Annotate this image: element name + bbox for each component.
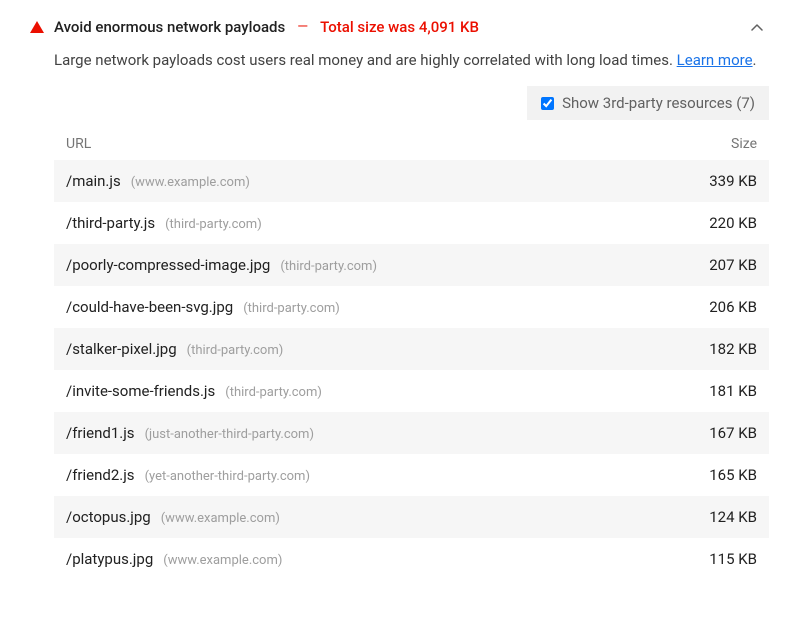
resource-table: URL Size /main.js (www.example.com) 339 KB… (54, 130, 769, 580)
url-domain: (third-party.com) (280, 259, 377, 274)
table-row: /friend1.js (just-another-third-party.com… (54, 412, 769, 454)
table-row: /invite-some-friends.js (third-party.com)… (54, 370, 769, 412)
url-domain: (third-party.com) (225, 385, 322, 400)
url-path: /main.js (66, 172, 121, 190)
third-party-toggle[interactable]: Show 3rd-party resources (7) (527, 86, 769, 120)
audit-panel: Avoid enormous network payloads — Total … (0, 0, 799, 596)
audit-status: Total size was 4,091 KB (320, 18, 735, 36)
audit-title: Avoid enormous network payloads (54, 18, 285, 36)
table-row: /main.js (www.example.com) 339 KB (54, 160, 769, 202)
row-url-cell: /friend2.js (yet-another-third-party.com) (66, 466, 677, 484)
fail-triangle-icon (30, 21, 44, 33)
table-row: /third-party.js (third-party.com) 220 KB (54, 202, 769, 244)
url-path: /third-party.js (66, 214, 155, 232)
url-domain: (third-party.com) (187, 343, 284, 358)
url-domain: (third-party.com) (243, 301, 340, 316)
row-size-cell: 220 KB (677, 214, 757, 232)
url-domain: (www.example.com) (161, 511, 280, 526)
row-size-cell: 181 KB (677, 382, 757, 400)
row-size-cell: 124 KB (677, 508, 757, 526)
learn-more-link[interactable]: Learn more (677, 51, 753, 69)
row-size-cell: 182 KB (677, 340, 757, 358)
row-size-cell: 206 KB (677, 298, 757, 316)
audit-dash: — (297, 19, 308, 35)
table-row: /stalker-pixel.jpg (third-party.com) 182 K… (54, 328, 769, 370)
table-row: /platypus.jpg (www.example.com) 115 KB (54, 538, 769, 580)
row-size-cell: 165 KB (677, 466, 757, 484)
url-path: /could-have-been-svg.jpg (66, 298, 233, 316)
table-row: /poorly-compressed-image.jpg (third-party… (54, 244, 769, 286)
third-party-toggle-row: Show 3rd-party resources (7) (54, 86, 769, 120)
column-header-size: Size (677, 136, 757, 152)
table-body: /main.js (www.example.com) 339 KB/third-pa… (54, 160, 769, 580)
url-domain: (just-another-third-party.com) (145, 427, 314, 442)
description-text: Large network payloads cost users real m… (54, 51, 677, 69)
third-party-checkbox[interactable] (541, 97, 554, 110)
table-row: /friend2.js (yet-another-third-party.com)… (54, 454, 769, 496)
row-size-cell: 339 KB (677, 172, 757, 190)
url-domain: (yet-another-third-party.com) (145, 469, 310, 484)
table-row: /could-have-been-svg.jpg (third-party.com… (54, 286, 769, 328)
column-header-url: URL (66, 136, 677, 152)
row-url-cell: /could-have-been-svg.jpg (third-party.com… (66, 298, 677, 316)
row-size-cell: 207 KB (677, 256, 757, 274)
url-path: /octopus.jpg (66, 508, 151, 526)
row-url-cell: /friend1.js (just-another-third-party.com… (66, 424, 677, 442)
row-url-cell: /stalker-pixel.jpg (third-party.com) (66, 340, 677, 358)
description-period: . (753, 51, 757, 69)
url-path: /friend1.js (66, 424, 135, 442)
url-path: /invite-some-friends.js (66, 382, 215, 400)
audit-body: Large network payloads cost users real m… (30, 48, 769, 580)
url-path: /platypus.jpg (66, 550, 153, 568)
row-url-cell: /poorly-compressed-image.jpg (third-party… (66, 256, 677, 274)
chevron-up-icon[interactable] (745, 19, 769, 35)
table-row: /octopus.jpg (www.example.com) 124 KB (54, 496, 769, 538)
url-path: /poorly-compressed-image.jpg (66, 256, 270, 274)
url-path: /friend2.js (66, 466, 135, 484)
url-domain: (www.example.com) (131, 175, 250, 190)
third-party-label: Show 3rd-party resources (7) (562, 94, 755, 112)
url-path: /stalker-pixel.jpg (66, 340, 177, 358)
url-domain: (third-party.com) (165, 217, 262, 232)
audit-header[interactable]: Avoid enormous network payloads — Total … (30, 18, 769, 36)
row-url-cell: /platypus.jpg (www.example.com) (66, 550, 677, 568)
row-size-cell: 167 KB (677, 424, 757, 442)
row-url-cell: /invite-some-friends.js (third-party.com) (66, 382, 677, 400)
row-url-cell: /main.js (www.example.com) (66, 172, 677, 190)
url-domain: (www.example.com) (163, 553, 282, 568)
table-header: URL Size (54, 130, 769, 160)
row-url-cell: /octopus.jpg (www.example.com) (66, 508, 677, 526)
audit-description: Large network payloads cost users real m… (54, 48, 769, 72)
row-size-cell: 115 KB (677, 550, 757, 568)
row-url-cell: /third-party.js (third-party.com) (66, 214, 677, 232)
